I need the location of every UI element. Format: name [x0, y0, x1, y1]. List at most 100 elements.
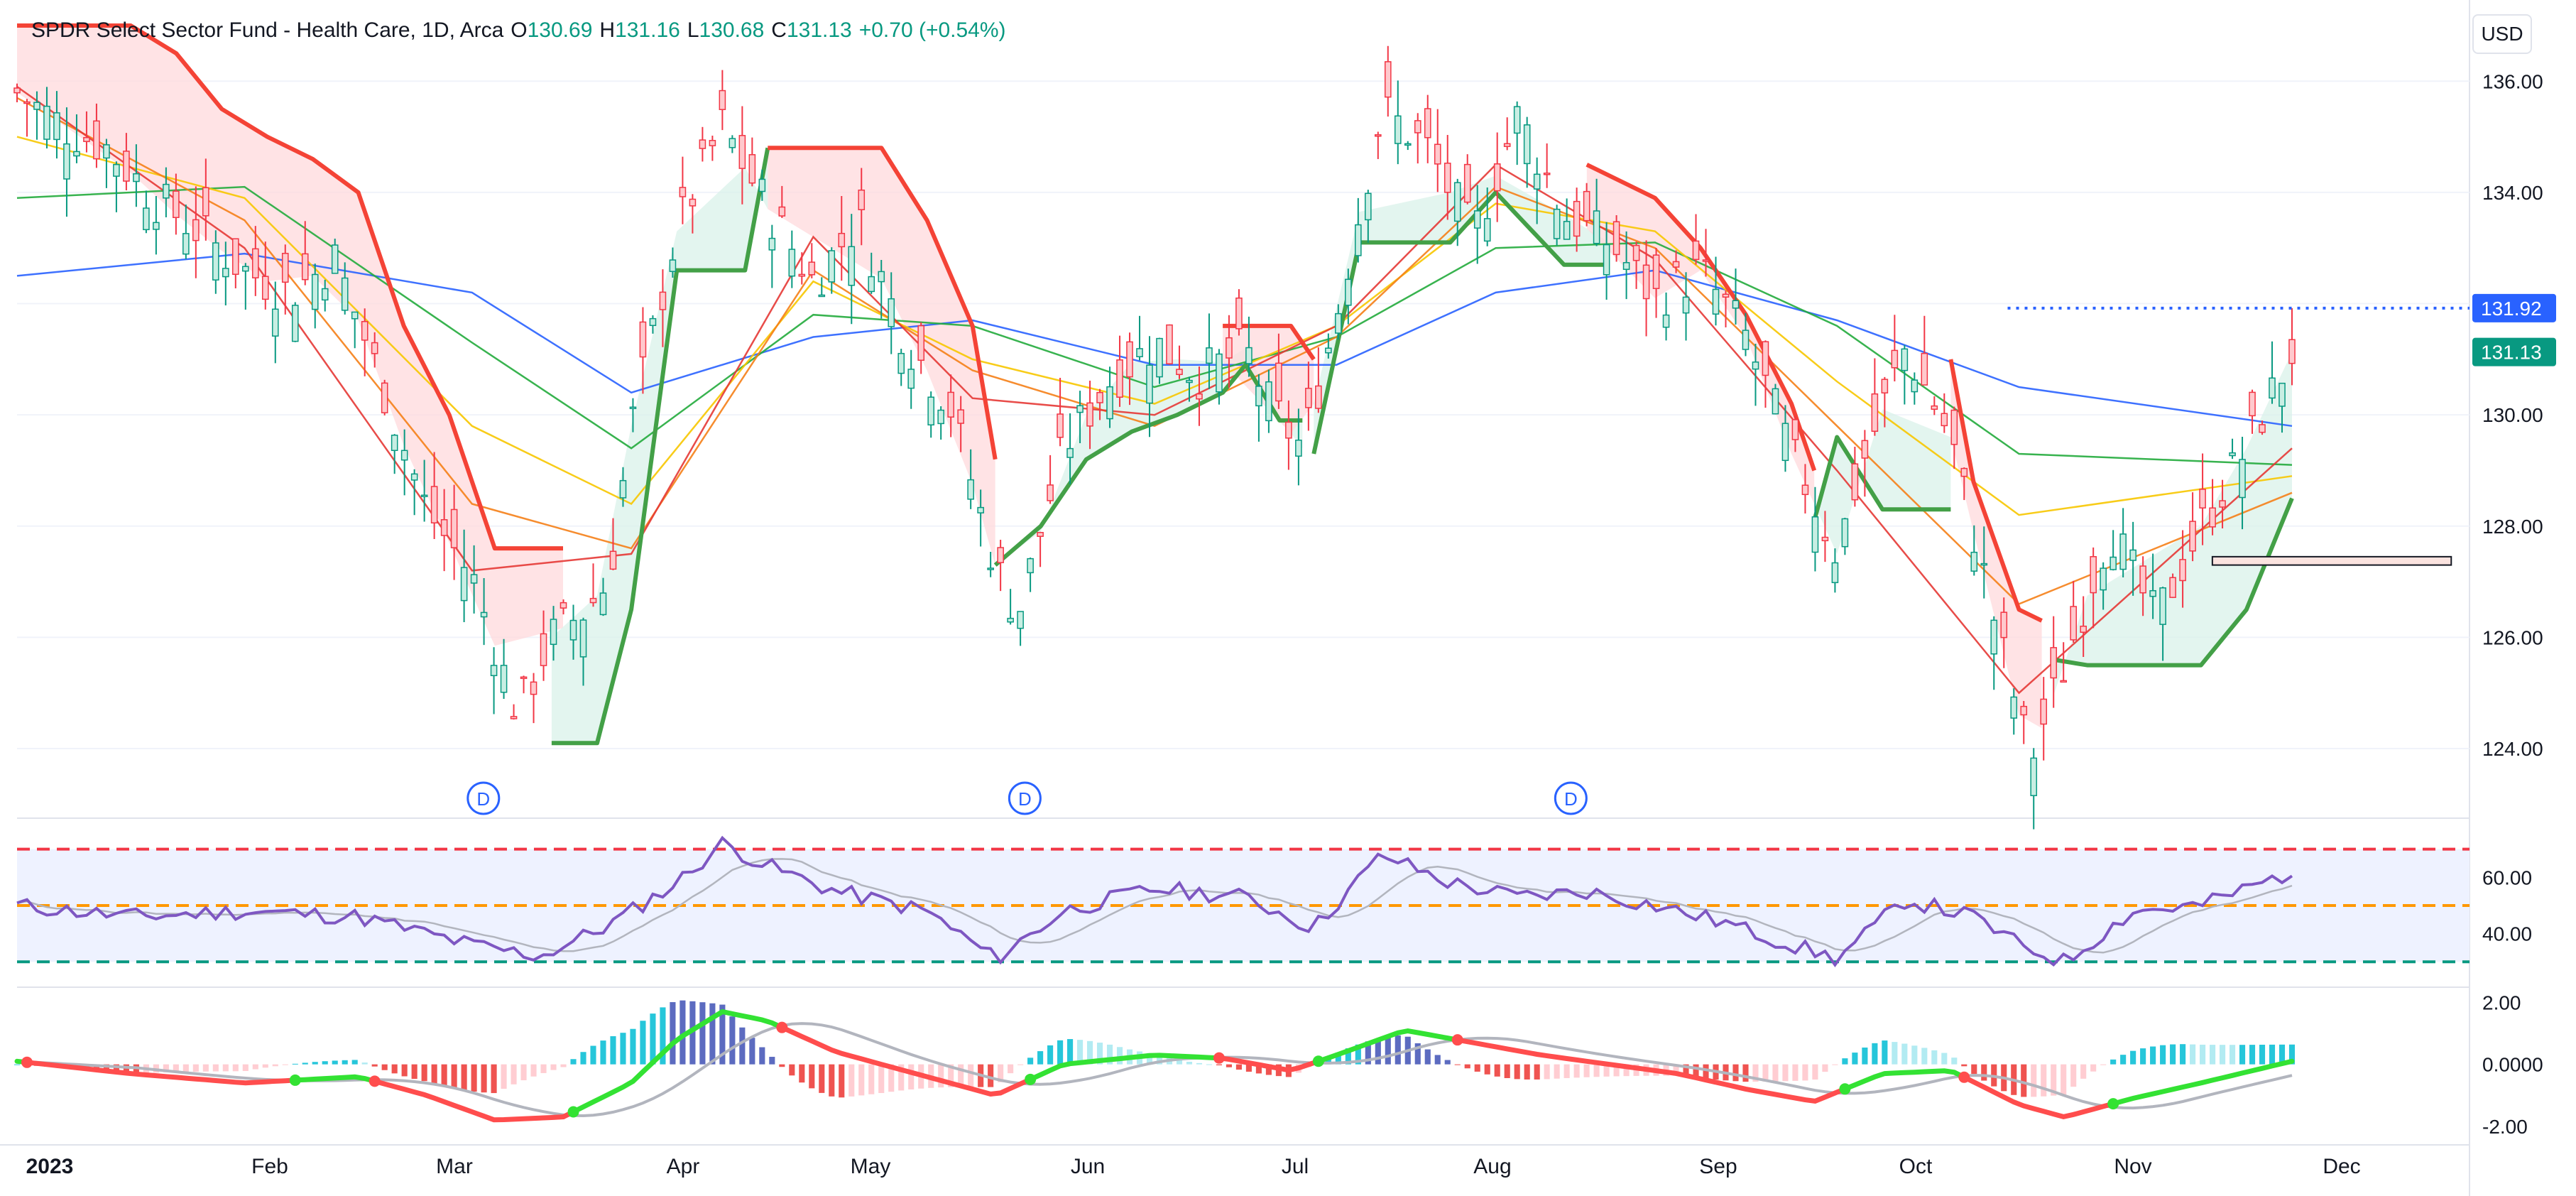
- candle-up: [163, 183, 170, 199]
- candle-down: [1791, 419, 1799, 440]
- price-tick-label: 136.00: [2482, 70, 2543, 92]
- candle-up: [1473, 210, 1481, 229]
- macd-histogram-bar: [401, 1064, 408, 1077]
- time-tick-label: Nov: [2114, 1155, 2151, 1178]
- candle-up: [460, 567, 468, 602]
- candle-up: [1970, 551, 1978, 572]
- macd-histogram-bar: [620, 1033, 626, 1065]
- candle-down: [808, 261, 816, 276]
- macd-histogram-bar: [1186, 1061, 1193, 1065]
- candle-up: [1186, 379, 1193, 384]
- macd-histogram-bar: [2070, 1064, 2077, 1087]
- macd-histogram-bar: [1504, 1064, 1510, 1079]
- bear-stop-line: [1586, 163, 1817, 472]
- currency-button[interactable]: USD: [2472, 14, 2532, 54]
- price-axis-tag: [2472, 293, 2556, 322]
- candle-up: [2149, 589, 2156, 597]
- price-axis-tag: [2472, 337, 2556, 366]
- macd-histogram-bar: [1544, 1064, 1550, 1080]
- macd-histogram-bar: [1772, 1064, 1779, 1082]
- macd-histogram-bar: [998, 1064, 1004, 1082]
- candle-up: [113, 163, 120, 177]
- macd-histogram-bar: [610, 1035, 616, 1065]
- candle-up: [153, 222, 160, 230]
- candle-down: [2288, 339, 2296, 364]
- candle-down: [1632, 244, 1640, 261]
- macd-histogram-bar: [252, 1064, 258, 1070]
- candle-up: [1563, 221, 1571, 240]
- candle-down: [2000, 611, 2008, 638]
- dividend-marker: [1554, 781, 1588, 815]
- candle-down: [123, 151, 130, 182]
- candle-down: [1047, 484, 1054, 501]
- candle-up: [1831, 562, 1839, 584]
- macd-histogram-bar: [381, 1064, 388, 1070]
- time-tick-label: 2023: [26, 1155, 74, 1178]
- candle-down: [2249, 391, 2256, 417]
- macd-histogram-bar: [1752, 1064, 1759, 1082]
- legend-change-value: +0.70 (+0.54%): [858, 18, 1006, 42]
- macd-histogram-bar: [988, 1064, 994, 1087]
- macd-histogram-bar: [1116, 1047, 1123, 1065]
- macd-histogram-bar: [1226, 1064, 1232, 1067]
- macd-histogram-bar: [600, 1040, 606, 1065]
- macd-histogram-bar: [858, 1064, 865, 1096]
- macd-histogram-bar: [1683, 1064, 1689, 1077]
- macd-tick-label: 2.00: [2482, 991, 2521, 1013]
- macd-histogram-bar: [1086, 1040, 1093, 1065]
- macd-histogram-bar: [1971, 1064, 1977, 1075]
- candle-up: [53, 112, 60, 141]
- macd-histogram-bar: [2130, 1050, 2136, 1065]
- candle-up: [43, 105, 50, 140]
- moving-average-line: [16, 86, 2293, 695]
- macd-histogram-bar: [361, 1062, 368, 1065]
- legend-title: SPDR Select Sector Fund - Health Care, 1…: [31, 18, 504, 42]
- candle-up: [1245, 347, 1252, 364]
- macd-histogram-bar: [1494, 1064, 1500, 1077]
- candle-up: [241, 266, 249, 272]
- candle-up: [1841, 518, 1849, 548]
- candle-up: [1901, 348, 1909, 371]
- candle-up: [1453, 182, 1461, 222]
- candle-down: [957, 409, 964, 424]
- macd-histogram-bar: [1265, 1064, 1272, 1075]
- candle-down: [281, 253, 289, 283]
- macd-histogram-bar: [332, 1060, 338, 1065]
- candle-up: [1066, 447, 1074, 458]
- macd-histogram-bar: [1345, 1048, 1351, 1065]
- candle-down: [450, 509, 458, 548]
- macd-histogram-bar: [461, 1064, 467, 1091]
- candle-down: [709, 140, 716, 146]
- time-tick-label: May: [851, 1155, 891, 1178]
- macd-histogram-bar: [1146, 1053, 1153, 1065]
- candle-down: [1543, 173, 1551, 175]
- macd-histogram-bar: [2180, 1044, 2186, 1065]
- macd-histogram-bar: [1355, 1044, 1361, 1065]
- price-tick-label: 124.00: [2482, 738, 2543, 760]
- moving-average-line: [16, 136, 2293, 516]
- candle-down: [1305, 388, 1312, 408]
- price-tick-label: 128.00: [2482, 516, 2543, 538]
- macd-histogram-bar: [769, 1057, 775, 1065]
- candle-up: [599, 592, 607, 616]
- candle-down: [738, 135, 746, 169]
- candle-down: [1921, 352, 1928, 386]
- macd-line-bear: [1455, 1037, 1848, 1104]
- macd-histogram-bar: [182, 1064, 189, 1072]
- price-tick-label: 134.00: [2482, 182, 2543, 204]
- macd-histogram-bar: [670, 1002, 676, 1065]
- candle-down: [838, 232, 846, 248]
- candle-down: [1285, 421, 1292, 439]
- candle-up: [987, 567, 994, 570]
- macd-histogram-bar: [1742, 1064, 1749, 1082]
- candle-up: [2269, 377, 2276, 399]
- macd-line-bull: [293, 1074, 378, 1084]
- candle-up: [1335, 312, 1342, 334]
- candle-up: [2110, 556, 2117, 570]
- macd-histogram-bar: [1037, 1051, 1044, 1065]
- macd-histogram-bar: [809, 1064, 815, 1089]
- macd-histogram-bar: [2239, 1045, 2246, 1065]
- candle-up: [2159, 587, 2166, 625]
- candle-down: [2169, 577, 2176, 598]
